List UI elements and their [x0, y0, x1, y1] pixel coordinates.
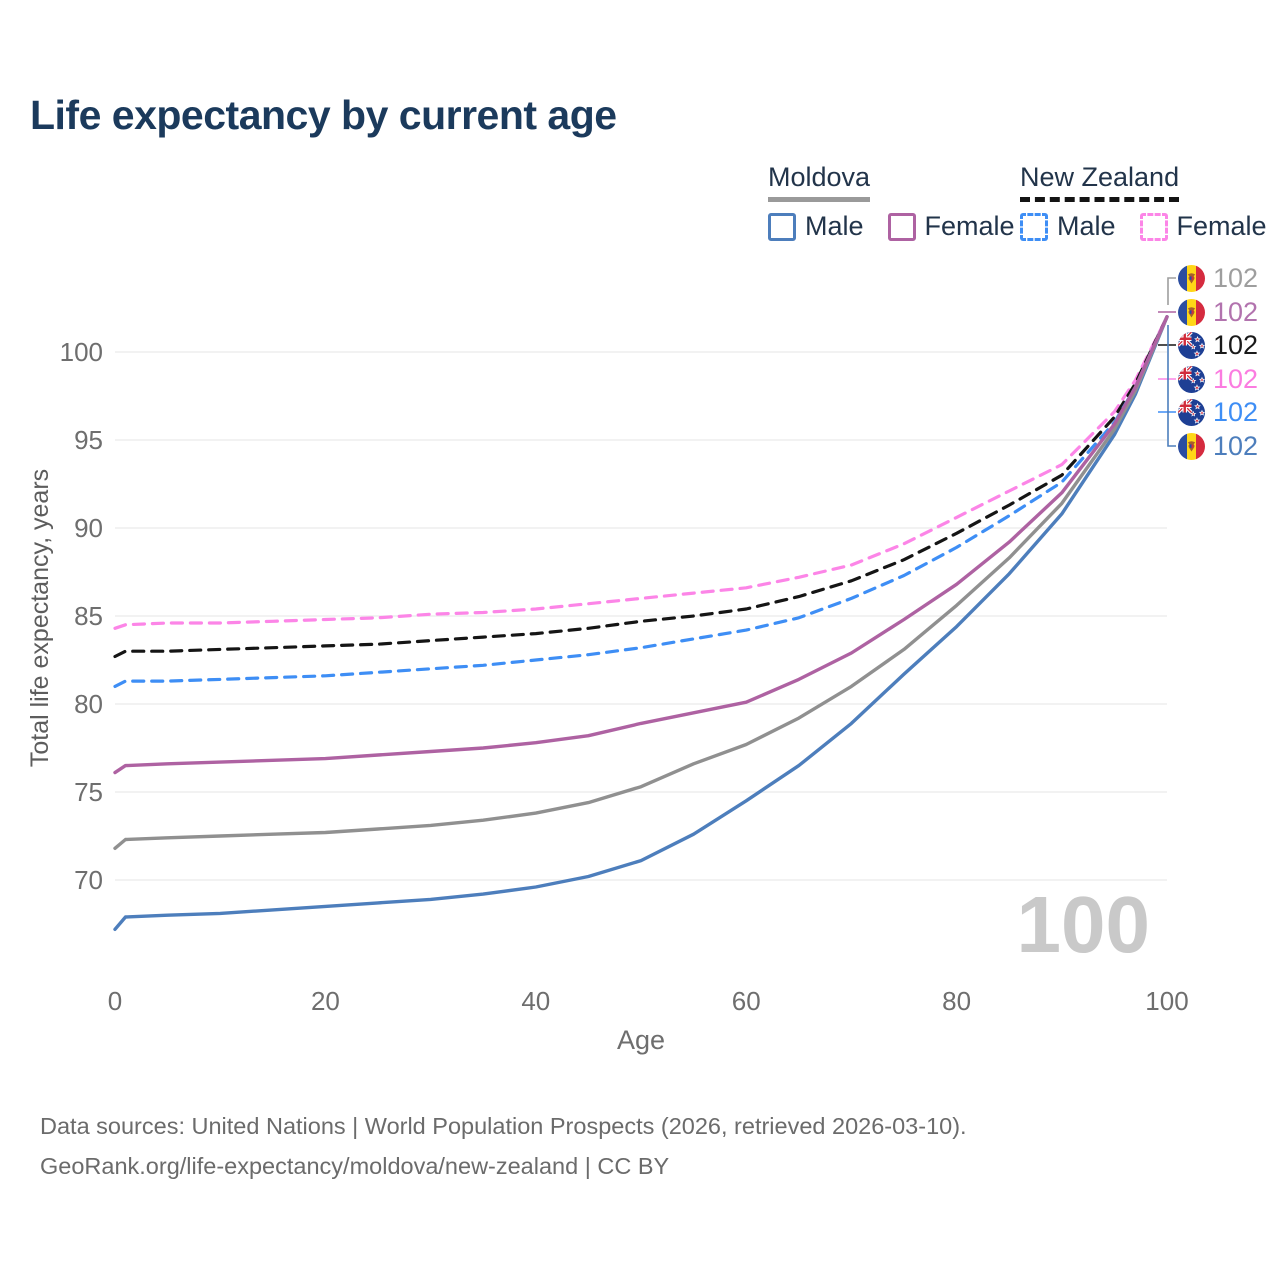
legend-country-moldova: Moldova	[768, 162, 871, 202]
footer-data-sources: Data sources: United Nations | World Pop…	[40, 1113, 967, 1139]
x-tick-label-80: 80	[942, 986, 971, 1016]
y-axis-title: Total life expectancy, years	[26, 469, 54, 767]
y-tick-label-70: 70	[74, 865, 103, 895]
legend-label-moldova-male: Male	[805, 211, 864, 241]
end-label-moldova-male: 102	[1178, 430, 1259, 461]
legend-swatch-moldova-female	[887, 212, 916, 241]
end-value-moldova-male: 102	[1213, 430, 1259, 461]
moldova-flag-icon	[1178, 298, 1205, 326]
x-tick-label-40: 40	[521, 986, 550, 1016]
footer-attribution: GeoRank.org/life-expectancy/moldova/new-…	[40, 1153, 670, 1179]
series-line-new-zealand-overall[interactable]	[113, 315, 1169, 659]
end-label-new-zealand-male: 102	[1178, 396, 1259, 427]
legend-swatch-new-zealand-male	[1020, 212, 1048, 241]
end-label-new-zealand-female: 102	[1178, 363, 1259, 394]
end-label-new-zealand-overall: 102	[1178, 329, 1259, 360]
legend-item-moldova-male[interactable]: Male	[768, 211, 864, 242]
new-zealand-flag-icon	[1178, 365, 1205, 393]
series-line-new-zealand-female[interactable]	[113, 315, 1169, 630]
page-title: Life expectancy by current age	[30, 92, 617, 138]
y-tick-label-80: 80	[74, 689, 103, 719]
y-tick-label-95: 95	[74, 425, 103, 455]
legend-item-moldova-female[interactable]: Female	[887, 211, 1015, 242]
end-value-new-zealand-female: 102	[1213, 363, 1259, 394]
y-tick-label-85: 85	[74, 601, 103, 631]
series-line-new-zealand-male[interactable]	[113, 315, 1169, 688]
x-axis-title: Age	[617, 1025, 665, 1055]
series-line-moldova-female[interactable]	[113, 315, 1169, 775]
legend-swatch-moldova-male	[768, 212, 796, 241]
legend-item-new-zealand-male[interactable]: Male	[1020, 211, 1116, 242]
moldova-flag-icon	[1178, 432, 1205, 460]
legend-swatch-new-zealand-female	[1139, 212, 1168, 241]
end-label-moldova-female: 102	[1178, 296, 1259, 327]
hover-age-watermark: 100	[1017, 880, 1150, 969]
x-tick-label-100: 100	[1145, 986, 1188, 1016]
x-tick-label-20: 20	[311, 986, 340, 1016]
legend-group-moldova: Moldova Male Female	[768, 162, 1039, 242]
y-tick-label-75: 75	[74, 777, 103, 807]
legend-item-new-zealand-female[interactable]: Female	[1139, 211, 1267, 242]
series-line-moldova-overall[interactable]	[113, 315, 1169, 850]
y-tick-label-100: 100	[60, 337, 103, 367]
legend-label-new-zealand-female: Female	[1176, 211, 1267, 241]
x-tick-label-60: 60	[732, 986, 761, 1016]
leader-moldova-male	[1167, 325, 1176, 447]
legend-label-new-zealand-male: Male	[1057, 211, 1116, 241]
series-line-moldova-male[interactable]	[113, 315, 1169, 931]
x-tick-label-0: 0	[108, 986, 122, 1016]
moldova-flag-icon	[1178, 264, 1205, 292]
end-value-moldova-female: 102	[1213, 296, 1259, 327]
new-zealand-flag-icon	[1178, 398, 1205, 426]
legend-label-moldova-female: Female	[924, 211, 1015, 241]
end-label-moldova-overall: 102	[1178, 262, 1259, 293]
end-value-new-zealand-overall: 102	[1213, 329, 1259, 360]
end-value-moldova-overall: 102	[1213, 262, 1259, 293]
footer: Data sources: United Nations | World Pop…	[40, 1106, 967, 1186]
leader-moldova-overall	[1167, 277, 1176, 305]
end-value-new-zealand-male: 102	[1213, 396, 1259, 427]
legend-country-new-zealand: New Zealand	[1020, 162, 1180, 202]
new-zealand-flag-icon	[1178, 331, 1205, 359]
y-tick-label-90: 90	[74, 513, 103, 543]
legend-group-new-zealand: New Zealand Male Female	[1020, 162, 1280, 242]
